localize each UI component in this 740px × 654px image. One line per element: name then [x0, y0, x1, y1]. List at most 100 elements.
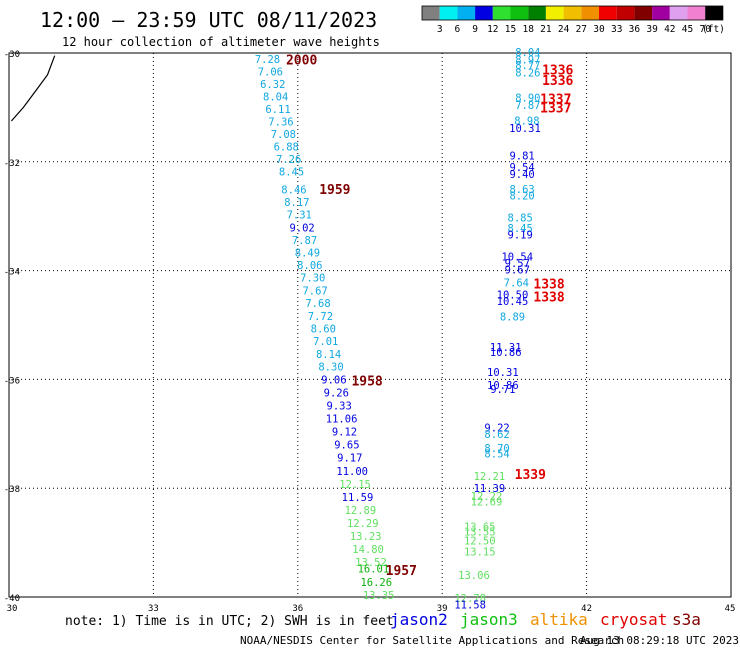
pass-time-label: 1337 [540, 101, 571, 116]
wave-height-label: 9.67 [505, 265, 530, 277]
y-tick-label: -32 [4, 159, 20, 169]
colorbar-tick-label: 30 [593, 24, 605, 35]
footer-credit: NOAA/NESDIS Center for Satellite Applica… [240, 634, 624, 647]
y-tick-label: -34 [4, 268, 20, 278]
colorbar-tick-label: 70 [699, 24, 711, 35]
pass-time-label: 1336 [542, 74, 573, 89]
wave-height-label: 9.54 [509, 162, 534, 174]
wave-height-label: 8.04 [263, 92, 288, 104]
wave-height-label: 12.15 [339, 479, 371, 491]
chart-subtitle: 12 hour collection of altimeter wave hei… [62, 35, 380, 49]
track-a-values: 7.287.066.328.046.117.367.086.887.268.45… [255, 54, 395, 602]
x-tick-label: 39 [437, 604, 448, 614]
wave-height-label: 8.70 [484, 443, 509, 455]
footer-note: note: 1) Time is in UTC; 2) SWH is in fe… [65, 614, 394, 629]
wave-height-label: 9.26 [324, 387, 349, 399]
y-tick-label: -40 [4, 594, 20, 604]
chart-title: 12:00 — 23:59 UTC 08/11/2023 [40, 8, 377, 32]
colorbar-tick-label: 21 [540, 24, 552, 35]
wave-height-label: 14.80 [352, 544, 384, 556]
wave-height-label: 9.40 [509, 169, 534, 181]
footer-timestamp: Aug 13 08:29:18 UTC 2023 [580, 634, 739, 647]
colorbar-legend: 3 6 9 12 15 18 21 24 27 30 33 36 39 42 45 70(ft) [421, 5, 725, 35]
wave-height-label: 7.36 [268, 117, 293, 129]
colorbar-frame [421, 5, 724, 21]
colorbar-swatch [439, 6, 458, 20]
wave-height-label: 6.11 [265, 104, 290, 116]
wave-height-label: 7.06 [258, 66, 283, 78]
colorbar-swatch [475, 6, 493, 20]
wave-height-label: 11.31 [490, 342, 522, 354]
colorbar-tick-label: 18 [522, 24, 534, 35]
colorbar-tick-label: 12 [487, 24, 498, 35]
wave-height-label: 13.52 [355, 557, 387, 569]
pass-time-label: 1958 [351, 374, 382, 389]
wave-height-label: 12.69 [471, 496, 503, 508]
wave-height-label: 11.39 [474, 483, 506, 495]
wave-height-label: 9.57 [505, 258, 530, 270]
colorbar-swatch [457, 6, 476, 20]
colorbar-swatch [687, 6, 706, 20]
wave-height-label: 9.22 [484, 422, 509, 434]
colorbar-tick-label: 42 [664, 24, 675, 35]
plot-frame [8, 52, 732, 598]
wave-height-label: 9.12 [332, 427, 357, 439]
wave-height-label: 7.87 [515, 100, 540, 112]
colorbar-tick-label: 15 [505, 24, 516, 35]
wave-height-label: 16.01 [358, 564, 390, 576]
wave-height-label: 12.78 [454, 593, 486, 605]
wave-height-label: 10.54 [501, 251, 533, 263]
legend-item-jason3: jason3 [460, 610, 518, 629]
colorbar-tick-label: 36 [629, 24, 641, 35]
x-tick-label: 42 [581, 604, 592, 614]
wave-height-label: 9.65 [334, 440, 359, 452]
colorbar-swatch [616, 6, 635, 20]
y-tick-label: -36 [4, 376, 20, 386]
wave-height-label: 7.08 [271, 129, 296, 141]
legend-item-cryosat: cryosat [600, 610, 667, 629]
wave-height-label: 13.65 [464, 521, 496, 533]
pass-time-label: 1337 [540, 93, 571, 108]
y-tick-label: -38 [4, 485, 20, 495]
wave-height-label: 8.06 [297, 260, 322, 272]
wave-height-label: 10.31 [487, 367, 519, 379]
wave-height-label: 13.06 [458, 570, 490, 582]
x-tick-label: 33 [148, 604, 159, 614]
wave-height-label: 10.86 [490, 347, 522, 359]
track-b-values: 8.048.978.778.268.907.878.9810.319.819.5… [454, 47, 540, 612]
pass-time-label: 1338 [533, 291, 564, 306]
wave-height-label: 11.06 [326, 414, 358, 426]
wave-height-label: 9.06 [321, 374, 346, 386]
colorbar-tick-label: 3 [437, 24, 443, 35]
wave-height-label: 8.20 [509, 191, 534, 203]
x-tick-label: 36 [292, 604, 303, 614]
colorbar-swatch [634, 6, 653, 20]
wave-height-label: 7.64 [504, 278, 529, 290]
wave-height-label: 8.63 [509, 184, 534, 196]
wave-height-label: 10.86 [487, 380, 519, 392]
wave-height-label: 8.17 [284, 197, 309, 209]
wave-height-label: 8.30 [318, 361, 343, 373]
pass-time-label: 1339 [515, 468, 546, 483]
colorbar-swatch [545, 6, 564, 20]
colorbar-tick-label: 39 [646, 24, 658, 35]
colorbar-swatch [669, 6, 688, 20]
wave-height-label: 6.32 [260, 79, 285, 91]
wave-height-label: 8.62 [484, 429, 509, 441]
wave-height-label: 8.46 [281, 185, 306, 197]
wave-height-label: 13.35 [363, 590, 395, 602]
colorbar-swatch [599, 6, 617, 20]
wave-height-label: 8.54 [484, 448, 509, 460]
colorbar-tick-label: 24 [558, 24, 570, 35]
wave-height-label: 9.17 [337, 453, 362, 465]
colorbar-tick-label: 27 [576, 24, 587, 35]
colorbar-swatch [528, 6, 546, 20]
legend-item-altika: altika [530, 610, 588, 629]
wave-height-label: 7.26 [276, 154, 301, 166]
wave-height-label: 8.98 [514, 115, 539, 127]
pass-time-label: 2000 [286, 54, 317, 69]
wave-height-label: 8.26 [515, 68, 540, 80]
